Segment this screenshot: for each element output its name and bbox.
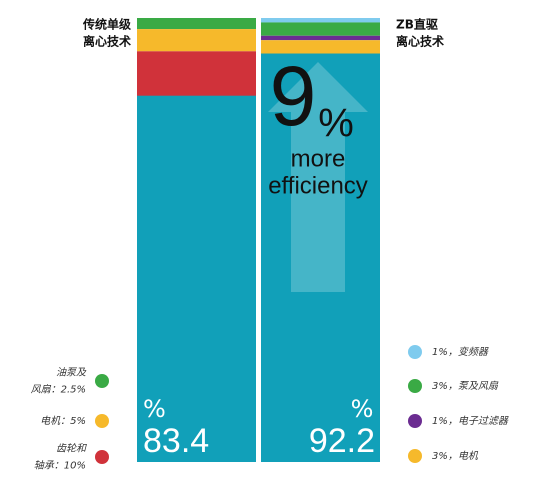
loss-segment xyxy=(137,29,256,52)
efficiency-unit: % xyxy=(143,395,166,423)
annotation-text: efficiency xyxy=(268,172,368,199)
legend-dot xyxy=(408,345,422,359)
legend-dot xyxy=(408,449,422,463)
legend-label: 电机：5% xyxy=(40,415,86,427)
up-arrow xyxy=(268,62,368,292)
legend-label: 1%，变频器 xyxy=(432,346,489,358)
legend-label: 3%，电机 xyxy=(432,450,479,462)
efficiency-segment xyxy=(137,91,256,462)
loss-segment xyxy=(261,22,380,36)
legend-label: 1%，电子过滤器 xyxy=(432,415,509,427)
legend-dot xyxy=(408,414,422,428)
efficiency-value: 83.4 xyxy=(143,422,209,460)
loss-segment xyxy=(261,40,380,54)
loss-segment xyxy=(137,18,256,30)
column-title: 离心技术 xyxy=(83,34,131,49)
column-title: 传统单级 xyxy=(82,17,131,32)
legend-dot xyxy=(408,379,422,393)
legend-label: 油泵及 xyxy=(56,367,87,379)
legend-label: 齿轮和 xyxy=(56,443,87,455)
loss-segment xyxy=(137,51,256,96)
legend-label: 轴承：10% xyxy=(34,460,86,472)
legend-dot xyxy=(95,414,109,428)
column-title: 离心技术 xyxy=(396,34,444,49)
loss-segment xyxy=(261,35,380,41)
annotation-value: 9 xyxy=(270,49,317,143)
legend-label: 3%，泵及风扇 xyxy=(432,380,499,392)
efficiency-unit: % xyxy=(351,395,374,423)
legend-label: 风扇：2.5% xyxy=(31,384,86,396)
legend-dot xyxy=(95,374,109,388)
efficiency-segment xyxy=(261,52,380,463)
efficiency-value: 92.2 xyxy=(309,422,375,460)
loss-segment xyxy=(261,18,380,23)
annotation-text: more xyxy=(291,145,346,172)
legend-dot xyxy=(95,450,109,464)
column-title: ZB直驱 xyxy=(396,17,438,32)
annotation-unit: % xyxy=(318,102,354,146)
